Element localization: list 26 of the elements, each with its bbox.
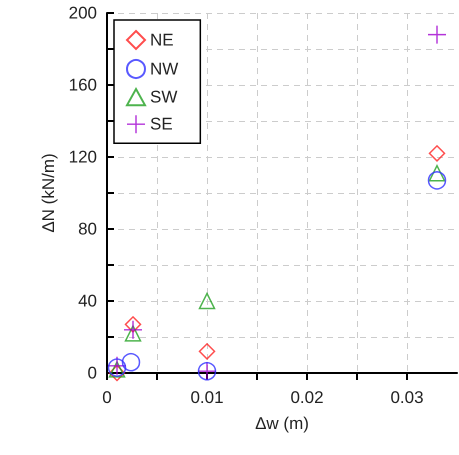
y-tick-label: 0	[88, 364, 97, 382]
y-axis-title: ΔN (kN/m)	[39, 153, 58, 233]
legend-label: NW	[150, 60, 178, 78]
x-axis-title: Δw (m)	[255, 414, 309, 433]
point	[198, 343, 216, 360]
point	[124, 325, 142, 342]
point	[124, 316, 142, 333]
y-tick-label: 40	[78, 292, 97, 310]
point	[428, 145, 446, 162]
point	[428, 171, 446, 190]
x-tick-label: 0.01	[190, 388, 224, 407]
y-tick-label: 160	[68, 76, 97, 94]
y-tick-label: 200	[68, 4, 97, 22]
y-tick-label: 120	[68, 148, 97, 166]
x-tick-label: 0	[102, 388, 112, 407]
legend-label: SW	[150, 88, 178, 107]
point	[108, 364, 126, 382]
point	[198, 292, 216, 310]
x-tick-label: 0.03	[390, 388, 424, 407]
legend-label: NE	[150, 30, 174, 50]
point	[428, 164, 446, 182]
point	[122, 352, 140, 372]
point	[108, 361, 126, 378]
legend-label: SE	[150, 114, 173, 134]
y-tick-label: 80	[78, 220, 97, 238]
x-tick-label: 0.02	[290, 388, 324, 407]
